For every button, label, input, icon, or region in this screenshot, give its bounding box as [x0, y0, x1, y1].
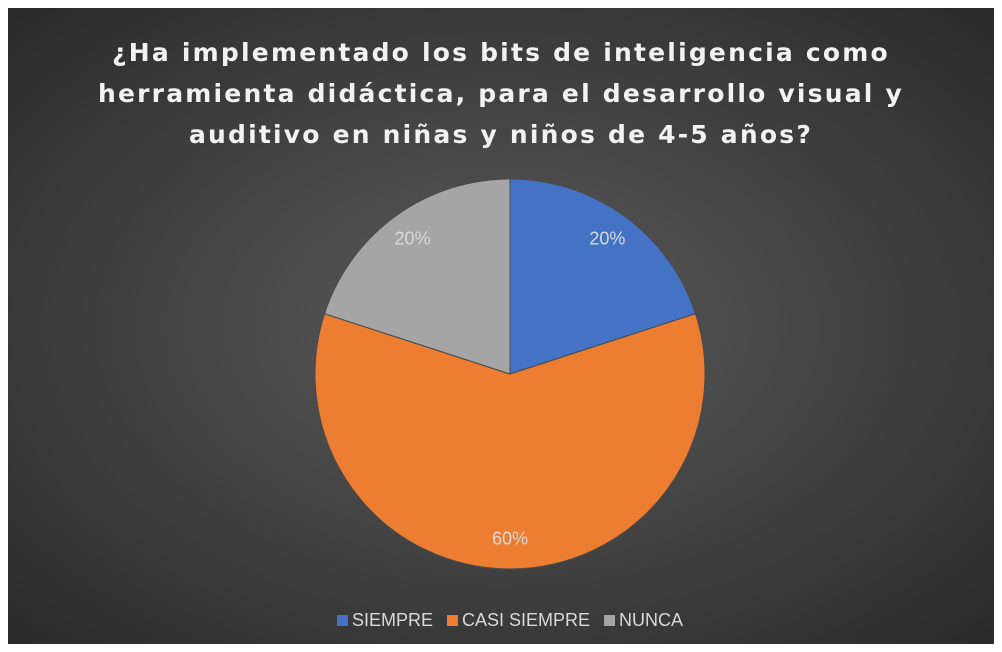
chart-title: ¿Ha implementado los bits de inteligenci…	[98, 38, 904, 149]
legend-swatch	[336, 615, 348, 626]
legend-label: CASI SIEMPRE	[462, 610, 590, 630]
data-label: 60%	[492, 529, 528, 549]
pie-slice	[323, 178, 511, 375]
data-label: 20%	[589, 229, 625, 249]
legend-swatch	[604, 615, 616, 626]
pie-slice	[509, 178, 697, 375]
legend-label: SIEMPRE	[352, 610, 433, 630]
pie-slice	[314, 313, 706, 570]
data-label: 20%	[395, 229, 431, 249]
legend-label: NUNCA	[619, 610, 683, 630]
legend-swatch	[446, 615, 458, 626]
legend: SIEMPRE CASI SIEMPRE NUNCA	[336, 610, 683, 630]
